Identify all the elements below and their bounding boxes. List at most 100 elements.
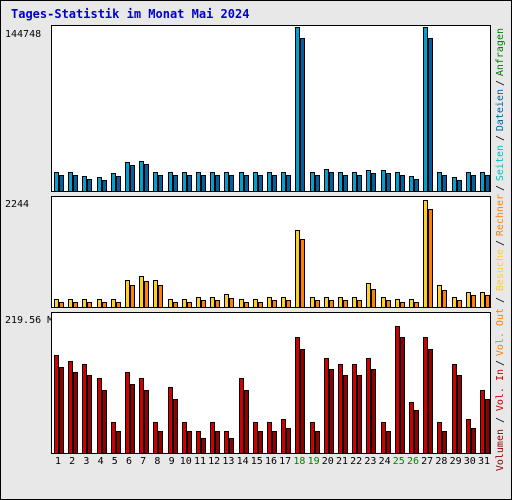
bar xyxy=(329,300,334,308)
right-legend: VolumenVol. InVol. OutBesucheRechnerSeit… xyxy=(495,25,507,471)
legend-label: Besuche xyxy=(495,249,506,291)
bar xyxy=(485,175,490,192)
bar xyxy=(471,428,476,454)
bar xyxy=(343,300,348,308)
bar xyxy=(286,428,291,454)
legend-label: Vol. In xyxy=(495,369,506,411)
bar xyxy=(73,302,78,308)
bar xyxy=(386,300,391,308)
x-tick-label: 14 xyxy=(236,456,250,467)
bar xyxy=(59,175,64,192)
bar xyxy=(371,289,376,308)
bar xyxy=(215,431,220,454)
bar xyxy=(357,175,362,192)
bar xyxy=(428,38,433,192)
bar xyxy=(187,175,192,192)
x-tick-label: 2 xyxy=(65,456,79,467)
bar xyxy=(244,390,249,454)
x-tick-label: 19 xyxy=(307,456,321,467)
x-tick-label: 31 xyxy=(477,456,491,467)
bar xyxy=(329,172,334,192)
bar xyxy=(300,349,305,454)
bar xyxy=(73,372,78,454)
bar xyxy=(102,180,107,192)
bar xyxy=(386,173,391,192)
x-tick-label: 12 xyxy=(207,456,221,467)
bar xyxy=(187,302,192,308)
bar xyxy=(272,300,277,308)
bar xyxy=(357,300,362,308)
legend-label: Seiten xyxy=(495,145,506,181)
x-tick-label: 11 xyxy=(193,456,207,467)
bar xyxy=(442,431,447,454)
bar xyxy=(457,180,462,192)
bar xyxy=(116,176,121,192)
bar xyxy=(229,438,234,454)
legend-label: Volumen xyxy=(495,429,506,471)
bar xyxy=(173,175,178,192)
bar xyxy=(229,298,234,308)
x-tick-label: 21 xyxy=(335,456,349,467)
bar xyxy=(315,300,320,308)
bar xyxy=(442,175,447,192)
x-tick-label: 29 xyxy=(449,456,463,467)
x-tick-label: 24 xyxy=(378,456,392,467)
legend-label: Rechner xyxy=(495,194,506,236)
bar xyxy=(371,369,376,454)
panel-requests xyxy=(51,25,491,192)
bar xyxy=(201,300,206,308)
bar xyxy=(485,399,490,454)
bar xyxy=(485,295,490,308)
bar xyxy=(315,431,320,454)
bar xyxy=(300,239,305,308)
bar xyxy=(229,175,234,192)
bar xyxy=(386,431,391,454)
x-tick-label: 20 xyxy=(321,456,335,467)
bar xyxy=(87,375,92,454)
x-tick-label: 23 xyxy=(363,456,377,467)
x-tick-label: 28 xyxy=(434,456,448,467)
bar xyxy=(201,175,206,192)
bar xyxy=(428,209,433,308)
x-tick-label: 8 xyxy=(150,456,164,467)
bar xyxy=(471,175,476,192)
x-tick-label: 30 xyxy=(463,456,477,467)
legend-separator: / xyxy=(495,80,506,86)
bar xyxy=(102,390,107,454)
bar xyxy=(144,164,149,192)
bar xyxy=(457,375,462,454)
bar xyxy=(400,175,405,192)
x-tick-label: 27 xyxy=(420,456,434,467)
x-tick-label: 10 xyxy=(179,456,193,467)
bar xyxy=(116,431,121,454)
x-tick-label: 15 xyxy=(250,456,264,467)
chart-title: Tages-Statistik im Monat Mai 2024 xyxy=(11,7,249,21)
bar xyxy=(215,300,220,308)
x-tick-label: 17 xyxy=(278,456,292,467)
bar xyxy=(59,367,64,455)
bar xyxy=(414,302,419,308)
bar xyxy=(258,175,263,192)
bar xyxy=(73,175,78,192)
bar xyxy=(158,175,163,192)
bar xyxy=(87,179,92,192)
bar xyxy=(116,302,121,308)
x-tick-label: 16 xyxy=(264,456,278,467)
ylabel-panel2: 2244 xyxy=(5,199,29,210)
x-tick-label: 6 xyxy=(122,456,136,467)
bar xyxy=(173,399,178,454)
bar xyxy=(201,438,206,454)
legend-label: Dateien xyxy=(495,89,506,131)
panel-volume xyxy=(51,312,491,454)
x-tick-label: 4 xyxy=(94,456,108,467)
bar xyxy=(329,369,334,454)
x-tick-label: 18 xyxy=(292,456,306,467)
bar xyxy=(343,375,348,454)
x-tick-label: 22 xyxy=(349,456,363,467)
bar xyxy=(244,302,249,308)
legend-separator: / xyxy=(495,360,506,366)
bar xyxy=(400,337,405,454)
bar xyxy=(414,410,419,454)
x-tick-label: 7 xyxy=(136,456,150,467)
legend-label: Anfragen xyxy=(495,28,506,76)
